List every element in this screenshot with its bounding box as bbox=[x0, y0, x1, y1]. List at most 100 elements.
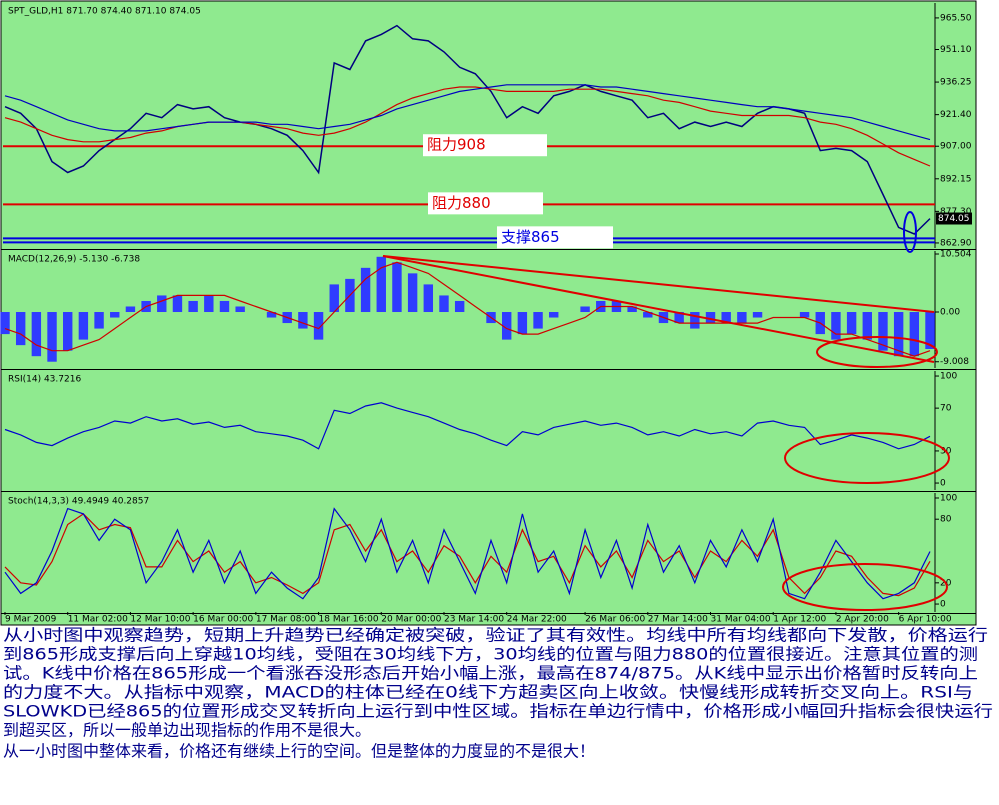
histogram-bar bbox=[454, 300, 465, 313]
commentary-line: 从小时图中观察趋势，短期上升趋势已经确定被突破，验证了其有效性。均线中所有均线都… bbox=[3, 626, 988, 645]
x-tick-label: 1 Apr 12:00 bbox=[773, 615, 826, 625]
x-tick-label: 9 Mar 2009 bbox=[5, 615, 57, 625]
histogram-bar bbox=[690, 312, 700, 329]
level-label: 阻力880 bbox=[432, 194, 491, 212]
y-tick-label: 0 bbox=[940, 479, 946, 489]
y-tick-label: 892.15 bbox=[940, 174, 972, 184]
histogram-bar bbox=[580, 306, 590, 313]
histogram-bar bbox=[188, 300, 198, 313]
histogram-bar bbox=[846, 312, 857, 335]
x-tick-label: 26 Mar 06:00 bbox=[585, 615, 645, 625]
panels: 965.50 951.10 936.25 921.40 907.00 892.15 877.… bbox=[0, 3, 976, 625]
trend-line bbox=[382, 255, 935, 313]
histogram-bar bbox=[392, 262, 402, 313]
panel-title: RSI(14) 43.7216 bbox=[8, 375, 81, 385]
y-tick-label: 862.90 bbox=[940, 238, 972, 248]
histogram-bar bbox=[643, 312, 653, 318]
x-tick-label: 17 Mar 08:00 bbox=[256, 615, 316, 625]
histogram-bar bbox=[737, 312, 747, 324]
y-tick-label: 0 bbox=[940, 600, 946, 610]
level-label: 支撑865 bbox=[501, 228, 560, 246]
x-tick-label: 20 Mar 00:00 bbox=[381, 615, 441, 625]
histogram-bar bbox=[329, 284, 339, 313]
histogram-bar bbox=[376, 256, 386, 313]
series-line bbox=[4, 513, 931, 597]
last-price-label: 874.05 bbox=[938, 214, 970, 224]
x-tick-label: 16 Mar 00:00 bbox=[193, 615, 253, 625]
level-label-box bbox=[497, 226, 613, 249]
histogram-bar bbox=[110, 312, 120, 318]
histogram-bar bbox=[78, 312, 89, 340]
histogram-bar bbox=[893, 312, 904, 357]
histogram-bar bbox=[313, 312, 324, 340]
y-tick-label: 936.25 bbox=[940, 78, 972, 88]
histogram-bar bbox=[125, 306, 136, 313]
x-tick-label: 11 Mar 02:00 bbox=[68, 615, 128, 625]
commentary-line: 到超买区，所以一般单边出现指标的作用不是很大。 bbox=[3, 721, 371, 740]
histogram-bar bbox=[627, 306, 637, 313]
commentary-line: 的力度不大。从指标中观察，MACD的柱体已经在0线下方超卖区向上收敛。快慢线形成… bbox=[3, 683, 973, 702]
y-tick-label: 877.30 bbox=[940, 207, 972, 217]
panel-title: MACD(12,26,9) -5.130 -6.738 bbox=[8, 255, 140, 265]
commentary-line: 到865形成支撑后向上穿越10均线，受阻在30均线下方，30均线的位置与阻力88… bbox=[3, 645, 978, 664]
histogram-bar bbox=[360, 267, 371, 313]
series-line bbox=[4, 507, 931, 600]
histogram-bar bbox=[501, 312, 512, 340]
panel-title: Stoch(14,3,3) 49.4949 40.2857 bbox=[8, 497, 149, 507]
highlight-ellipse bbox=[782, 563, 948, 611]
histogram-bar bbox=[266, 312, 277, 318]
y-tick-label: 0.00 bbox=[940, 308, 960, 318]
y-tick-label: 70 bbox=[940, 404, 952, 414]
series-line bbox=[4, 86, 931, 167]
highlight-ellipse bbox=[784, 432, 950, 484]
histogram-bar bbox=[15, 312, 26, 346]
trend-line bbox=[382, 255, 935, 363]
y-tick-label: 10.504 bbox=[940, 250, 972, 260]
commentary: 从小时图中观察趋势，短期上升趋势已经确定被突破，验证了其有效性。均线中所有均线都… bbox=[3, 626, 993, 761]
series-line bbox=[4, 402, 931, 450]
histogram-bar bbox=[31, 312, 42, 357]
histogram-bar bbox=[439, 295, 449, 313]
x-tick-label: 24 Mar 22:00 bbox=[507, 615, 567, 625]
histogram-bar bbox=[407, 273, 418, 313]
y-tick-label: 80 bbox=[940, 515, 952, 525]
histogram-bar bbox=[157, 295, 167, 313]
commentary-line: 从一小时图中整体来看，价格还有继续上行的空间。但是整体的力度显的不是很大！ bbox=[3, 742, 595, 761]
level-label-box bbox=[428, 192, 543, 215]
y-tick-label: 965.50 bbox=[940, 13, 972, 23]
histogram-bar bbox=[172, 295, 183, 313]
histogram-bar bbox=[204, 295, 214, 313]
y-tick-label: -9.008 bbox=[940, 357, 969, 367]
level-label: 阻力908 bbox=[427, 136, 486, 154]
histogram-bar bbox=[47, 312, 57, 362]
commentary-line: 试。K线中价格在865形成一个看涨吞没形态后开始小幅上涨，最高在874/875。… bbox=[3, 664, 978, 683]
commentary-line: SLOWKD已经865的位置形成交叉转折向上运行到中性区域。指标在单边行情中，价… bbox=[3, 702, 993, 721]
panel-title: SPT_GLD,H1 871.70 874.40 871.10 874.05 bbox=[8, 7, 201, 17]
x-tick-label: 23 Mar 14:00 bbox=[444, 615, 504, 625]
histogram-bar bbox=[705, 312, 716, 324]
histogram-bar bbox=[0, 312, 10, 335]
x-tick-label: 2 Apr 20:00 bbox=[836, 615, 889, 625]
histogram-bar bbox=[63, 312, 73, 351]
x-tick-label: 18 Mar 16:00 bbox=[319, 615, 379, 625]
histogram-bar bbox=[909, 312, 920, 357]
histogram-bar bbox=[517, 312, 528, 335]
annotations bbox=[382, 211, 950, 611]
x-tick-label: 31 Mar 04:00 bbox=[711, 615, 771, 625]
histogram-bar bbox=[831, 312, 841, 340]
y-tick-label: 100 bbox=[940, 372, 957, 382]
histogram-bar bbox=[219, 300, 230, 313]
x-tick-label: 6 Apr 10:00 bbox=[899, 615, 952, 625]
series-line bbox=[4, 84, 931, 141]
histogram-bar bbox=[549, 312, 559, 318]
y-tick-label: 907.00 bbox=[940, 142, 972, 152]
histogram-bar bbox=[799, 312, 810, 318]
x-tick-label: 12 Mar 10:00 bbox=[130, 615, 190, 625]
x-tick-label: 27 Mar 14:00 bbox=[648, 615, 708, 625]
y-tick-label: 921.40 bbox=[940, 110, 972, 120]
y-tick-label: 951.10 bbox=[940, 45, 972, 55]
histogram-bar bbox=[423, 284, 434, 313]
histogram-bar bbox=[674, 312, 684, 324]
histogram-bar bbox=[533, 312, 543, 329]
